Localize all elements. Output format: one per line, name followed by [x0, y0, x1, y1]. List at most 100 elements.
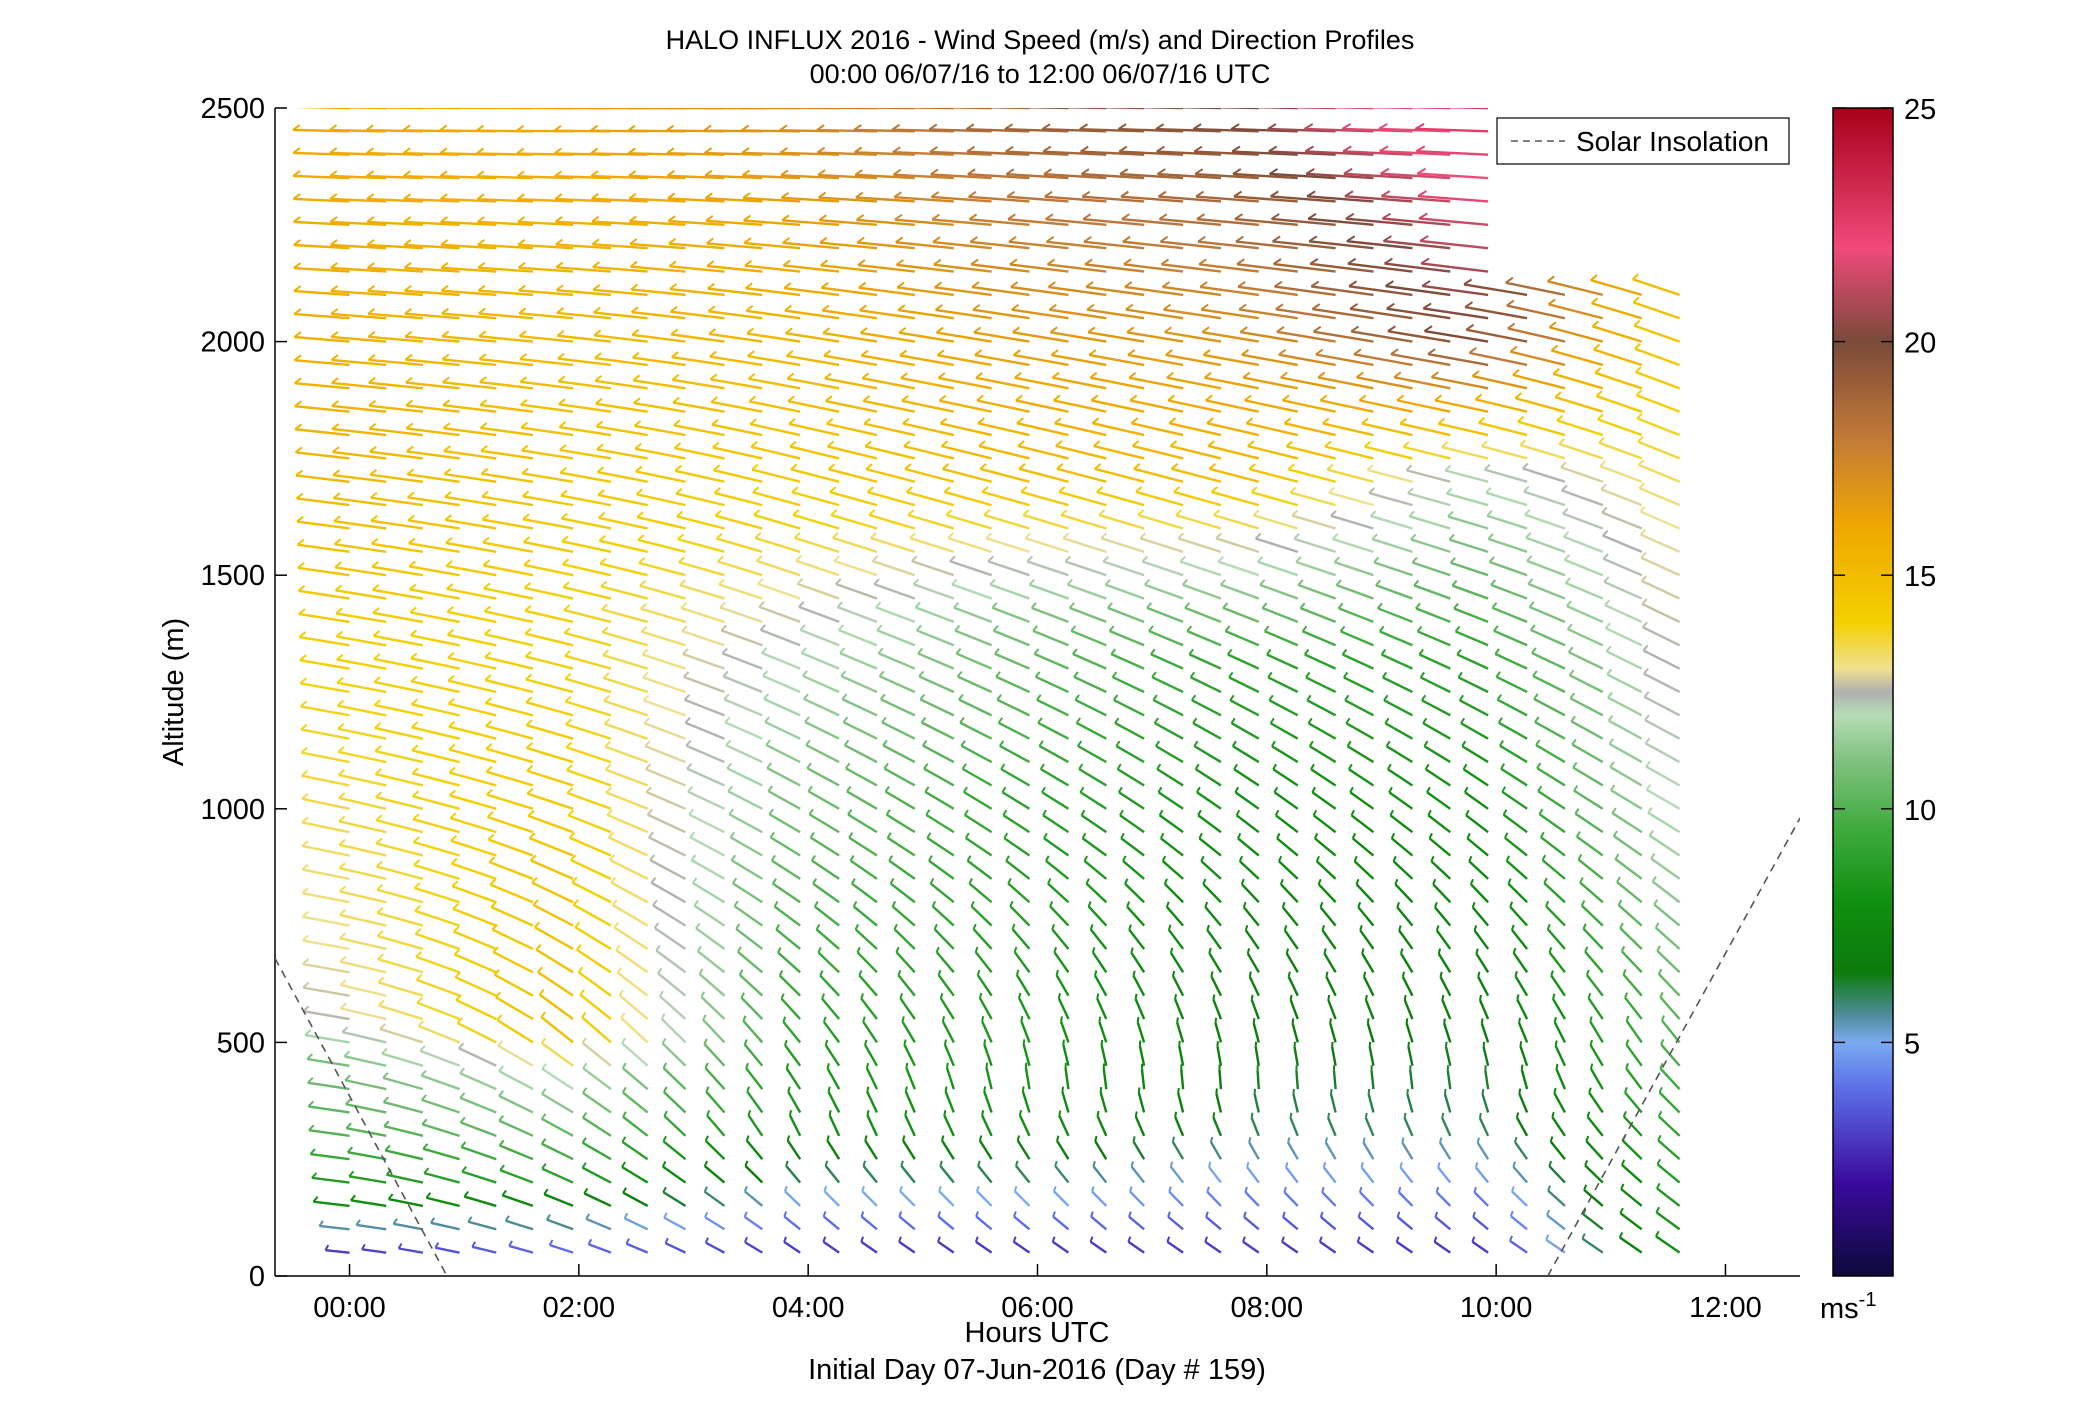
wind-barb [853, 108, 915, 110]
wind-barb-flag [1016, 417, 1024, 425]
wind-barb [975, 1215, 993, 1231]
wind-barb [484, 633, 534, 647]
wind-barb [541, 1067, 574, 1091]
wind-barb-flag [889, 878, 895, 885]
wind-barb-flag [448, 743, 456, 751]
wind-barb [1481, 1093, 1490, 1113]
wind-profile [1230, 108, 1299, 1254]
wind-barb-flag [805, 739, 811, 746]
wind-barb [1057, 997, 1070, 1020]
wind-barb [1323, 952, 1337, 973]
wind-barb [1437, 952, 1452, 973]
wind-barb-flag [1602, 529, 1609, 537]
wind-barb-flag [518, 284, 526, 292]
wind-barb-flag [687, 785, 694, 793]
wind-barb [379, 1027, 424, 1044]
wind-barb [1283, 1191, 1299, 1207]
wind-barb-flag [1345, 212, 1355, 220]
wind-barb-flag [602, 672, 610, 679]
wind-barb [319, 1224, 350, 1231]
wind-barb [856, 951, 878, 974]
wind-barb-flag [1192, 123, 1202, 130]
wind-barb [1266, 653, 1299, 670]
wind-barb [1152, 699, 1184, 717]
wind-barb-flag [900, 1160, 904, 1167]
wind-barb [883, 767, 916, 787]
wind-barb [1196, 791, 1222, 810]
wind-barb-flag [996, 694, 1002, 701]
wind-barb-flag [1514, 392, 1522, 399]
wind-barb [688, 813, 726, 834]
wind-barb-flag [764, 716, 771, 723]
wind-barb [662, 1140, 687, 1161]
wind-barb-flag [1126, 326, 1135, 334]
wind-barb [1504, 836, 1528, 857]
wind-barb-flag [1253, 1088, 1257, 1094]
wind-barb-flag [704, 1237, 709, 1244]
wind-barb-flag [685, 740, 692, 747]
wind-barb [302, 986, 350, 997]
wind-barb-flag [669, 283, 678, 290]
wind-barb [302, 962, 350, 974]
wind-barb-flag [989, 578, 996, 586]
wind-barb [971, 285, 1030, 297]
wind-barb-flag [916, 624, 922, 632]
wind-barb-flag [1024, 532, 1032, 539]
wind-barb-flag [556, 284, 564, 291]
wind-barb-flag [338, 862, 346, 869]
wind-barb-flag [1104, 578, 1111, 586]
wind-barb [583, 1192, 612, 1208]
wind-barb [440, 220, 497, 226]
wind-barb [1205, 1215, 1222, 1231]
wind-barb [945, 513, 992, 530]
wind-barb [1062, 1044, 1070, 1067]
wind-barb-flag [708, 328, 717, 335]
wind-barb-flag [1598, 437, 1605, 444]
wind-barb [1353, 353, 1413, 367]
wind-barb-flag [1246, 948, 1251, 954]
wind-barb-flag [1331, 533, 1339, 540]
wind-barb-flag [1087, 901, 1092, 907]
wind-barb [560, 471, 612, 483]
wind-barb [340, 983, 387, 997]
wind-barb [703, 1043, 726, 1067]
wind-barb [1165, 906, 1185, 927]
wind-barb-flag [403, 108, 404, 109]
wind-barb [1043, 150, 1107, 156]
wind-barb-flag [1364, 1112, 1368, 1119]
wind-barb [820, 264, 878, 273]
wind-barb [915, 606, 955, 624]
wind-profile [1378, 108, 1452, 1254]
wind-barb [675, 492, 725, 507]
wind-barb [1204, 906, 1222, 927]
wind-barb [489, 883, 534, 904]
wind-barb [1090, 376, 1145, 390]
wind-barb [339, 913, 387, 927]
wind-barb-flag [336, 676, 344, 684]
wind-barb [1425, 768, 1451, 787]
wind-barb-flag [944, 1086, 948, 1092]
wind-barb-flag [1472, 1211, 1476, 1218]
x-ticks: 00:00 02:00 04:00 06:00 08:00 10:00 12:00 [313, 1264, 1762, 1324]
wind-barb-flag [1572, 761, 1578, 769]
wind-barb-flag [824, 1039, 829, 1046]
wind-barb [1416, 150, 1489, 156]
wind-barb-flag [583, 1187, 589, 1194]
wind-barb-flag [855, 214, 865, 221]
wind-profile [1004, 108, 1070, 1254]
wind-barb [1310, 262, 1374, 273]
wind-barb [857, 241, 915, 250]
wind-barb-flag [1415, 602, 1421, 610]
wind-barb [1150, 653, 1184, 670]
wind-barb [1012, 331, 1069, 343]
wind-barb [1096, 1115, 1108, 1137]
wind-barb-flag [601, 603, 608, 611]
wind-barb [496, 1019, 534, 1044]
wind-barb [1636, 417, 1681, 437]
wind-barb-flag [1437, 417, 1446, 425]
wind-barb-flag [519, 376, 528, 383]
wind-barb [1475, 398, 1528, 413]
wind-barb-flag [704, 1062, 709, 1069]
wind-barb [901, 1020, 916, 1044]
wind-barb [1512, 373, 1566, 390]
